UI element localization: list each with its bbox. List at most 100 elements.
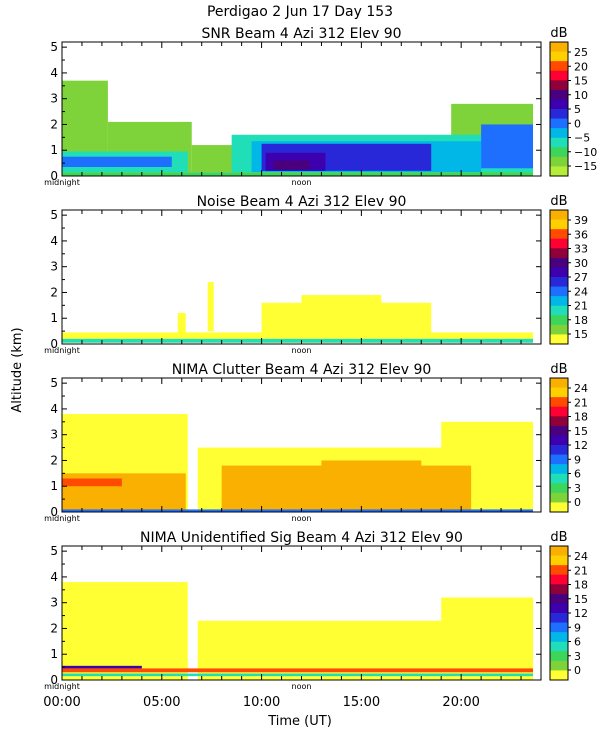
heatmap-region [321,460,422,511]
colorbar-tick-label: 21 [574,300,588,313]
heatmap-region [62,665,142,669]
heatmap-area [62,80,534,176]
panel-title: Noise Beam 4 Azi 312 Elev 90 [197,194,407,210]
chart-panel-2: Noise Beam 4 Azi 312 Elev 90 0 1 2 3 4 5 midnig… [44,194,588,355]
colorbar-swatch [550,435,568,446]
colorbar-swatch [550,137,568,148]
colorbar-swatch [550,425,568,436]
colorbar-tick-label: −15 [574,160,597,173]
colorbar-swatch [550,334,568,345]
heatmap-region [62,582,188,680]
y-tick-label: 3 [50,92,58,106]
colorbar-tick-label: 27 [574,271,588,284]
y-tick-label: 2 [50,285,58,299]
colorbar-swatch [550,238,568,249]
colorbar-swatch [550,118,568,129]
colorbar-tick-label: 9 [574,453,581,466]
colorbar-swatch [550,51,568,62]
y-tick-label: 0 [50,673,58,687]
colorbar-tick-label: 18 [574,579,588,592]
noon-marker: noon [292,346,312,355]
y-tick-label: 2 [50,117,58,131]
panel-title: NIMA Clutter Beam 4 Azi 312 Elev 90 [172,362,432,378]
colorbar-swatch [550,156,568,167]
colorbar-tick-label: 3 [574,482,581,495]
colorbar-tick-label: 6 [574,468,581,481]
chart-panel-3: NIMA Clutter Beam 4 Azi 312 Elev 90 0 12 3 4… [44,362,588,523]
colorbar-swatch [550,277,568,288]
colorbar-tick-label: 24 [574,285,588,298]
heatmap-region [481,124,534,169]
colorbar-tick-label: 10 [574,89,588,102]
heatmap-region [441,597,534,680]
y-tick-label: 3 [50,260,58,274]
colorbar-swatch [550,128,568,139]
colorbar-tick-label: 15 [574,425,588,438]
colorbar-swatch [550,464,568,475]
colorbar-tick-label: 25 [574,46,588,59]
colorbar-tick-label: 15 [574,75,588,88]
panel-title: SNR Beam 4 Azi 312 Elev 90 [201,26,401,42]
colorbar-swatch [550,305,568,316]
figure-title: Perdigao 2 Jun 17 Day 153 [207,4,393,20]
midnight-marker: midnight [44,682,80,691]
colorbar-swatch [550,324,568,335]
heatmap-region [261,302,432,343]
heatmap-area [62,582,534,680]
colorbar-tick-label: 15 [574,328,588,341]
colorbar-tick-label: 12 [574,439,588,452]
colorbar-tick-label: 0 [574,117,581,130]
x-axis-label: Time (UT) [267,714,332,729]
colorbar-swatch [550,219,568,230]
colorbar-swatch [550,80,568,91]
noon-marker: noon [292,514,312,523]
colorbar-swatch [550,651,568,662]
midnight-marker: midnight [44,514,80,523]
colorbar-swatch [550,257,568,268]
heatmap-region [62,338,534,343]
colorbar-swatch [550,641,568,652]
colorbar-swatch [550,406,568,417]
colorbar-swatch [550,296,568,307]
colorbar-swatch [550,109,568,120]
colorbar-swatch [550,286,568,297]
colorbar-swatch [550,565,568,576]
y-tick-label: 4 [50,402,58,416]
y-tick-label: 2 [50,621,58,635]
colorbar-tick-label: 30 [574,257,588,270]
colorbar-tick-label: 15 [574,593,588,606]
midnight-marker: midnight [44,178,80,187]
colorbar-swatch [550,42,568,53]
heatmap-region [177,313,186,334]
colorbar-tick-label: 33 [574,243,588,256]
colorbar-swatch [550,593,568,604]
colorbar-tick-label: 24 [574,550,588,563]
colorbar-swatch [550,574,568,585]
colorbar-tick-label: 18 [574,314,588,327]
y-tick-label: 0 [50,169,58,183]
colorbar-swatch [550,99,568,110]
colorbar-swatch [550,61,568,72]
colorbar-swatch [550,546,568,557]
colorbar-tick-label: 39 [574,214,588,227]
heatmap-region [62,156,172,167]
heatmap-area [62,282,534,343]
y-tick-label: 3 [50,596,58,610]
colorbar-swatch [550,210,568,221]
colorbar-tick-label: 20 [574,60,588,73]
colorbar-tick-label: 5 [574,103,581,116]
colorbar-tick-label: 21 [574,564,588,577]
y-tick-label: 1 [50,647,58,661]
colorbar-swatch [550,229,568,240]
y-tick-label: 0 [50,505,58,519]
y-tick-label: 5 [50,544,58,558]
colorbar-tick-label: 9 [574,621,581,634]
colorbar-swatch [550,397,568,408]
colorbar-tick-label: 0 [574,664,581,677]
colorbar-swatch [550,70,568,81]
colorbar-unit: dB [550,530,567,545]
